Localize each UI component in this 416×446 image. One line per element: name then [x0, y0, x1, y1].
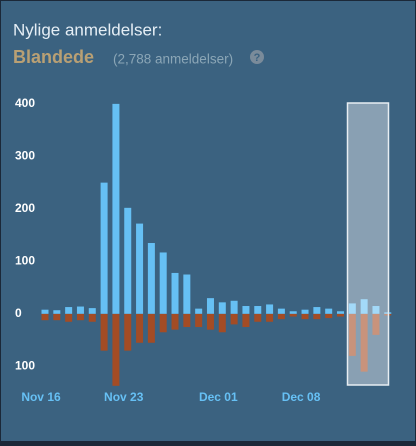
y-tick-label: 200 — [15, 201, 35, 215]
bar — [277, 313, 285, 320]
y-tick-label: 400 — [15, 96, 35, 110]
bar — [112, 103, 120, 314]
help-icon-text: ? — [254, 52, 261, 64]
bar — [88, 313, 96, 322]
bar — [254, 306, 262, 314]
bar — [348, 313, 356, 356]
bar — [230, 300, 238, 314]
help-icon[interactable] — [250, 50, 264, 64]
bar — [337, 313, 344, 317]
bar — [53, 310, 61, 314]
bar — [277, 308, 285, 314]
y-tick-label: 300 — [15, 149, 35, 163]
section-title: Nylige anmeldelser: — [13, 20, 162, 39]
bar — [372, 313, 380, 335]
bar — [372, 306, 380, 314]
bar — [360, 313, 368, 372]
bar — [171, 313, 179, 330]
bar — [289, 311, 297, 314]
bar — [242, 306, 250, 314]
selection-highlight[interactable] — [346, 102, 390, 386]
bar — [183, 274, 191, 314]
x-tick-label: Dec 01 — [199, 390, 238, 404]
bar — [206, 298, 214, 314]
bar — [76, 313, 84, 321]
bar — [76, 306, 84, 314]
rating-summary[interactable]: Blandede — [13, 47, 94, 67]
bar — [218, 302, 226, 314]
bar — [100, 313, 108, 351]
x-tick-label: Dec 08 — [282, 390, 321, 404]
y-tick-label: 0 — [15, 306, 22, 320]
bar — [218, 313, 226, 333]
bar — [242, 313, 250, 328]
bar — [337, 311, 344, 314]
bar — [230, 313, 238, 325]
bar — [289, 313, 297, 317]
bar — [195, 308, 203, 314]
bar — [171, 272, 179, 314]
bar — [206, 313, 214, 330]
bar — [124, 207, 132, 314]
bar — [183, 313, 191, 328]
bar — [147, 243, 155, 314]
bar — [100, 182, 108, 314]
bar — [159, 313, 167, 333]
bar — [301, 309, 309, 314]
bar — [147, 313, 155, 343]
bar — [313, 307, 321, 314]
x-tick-label: Nov 23 — [104, 390, 144, 404]
x-tick-label: Nov 16 — [21, 390, 61, 404]
bar — [195, 313, 203, 328]
bar — [124, 313, 132, 351]
bar — [159, 252, 167, 314]
bar — [266, 313, 274, 322]
bar — [313, 313, 321, 320]
bar — [325, 313, 333, 319]
bar — [254, 313, 262, 322]
bar — [65, 307, 73, 314]
bar — [136, 223, 144, 314]
y-tick-label: 100 — [15, 254, 35, 268]
bar — [41, 313, 49, 321]
bar — [65, 313, 73, 322]
bar — [112, 313, 120, 386]
bar — [325, 308, 333, 314]
bar — [360, 299, 368, 314]
bar — [53, 313, 61, 321]
bar — [136, 313, 144, 343]
y-tick-label: 100 — [15, 359, 35, 373]
bar — [301, 313, 309, 320]
bar — [88, 308, 96, 314]
bar — [348, 303, 356, 314]
bar — [41, 309, 49, 314]
review-count: (2,788 anmeldelser) — [113, 52, 233, 67]
bar — [266, 304, 274, 314]
